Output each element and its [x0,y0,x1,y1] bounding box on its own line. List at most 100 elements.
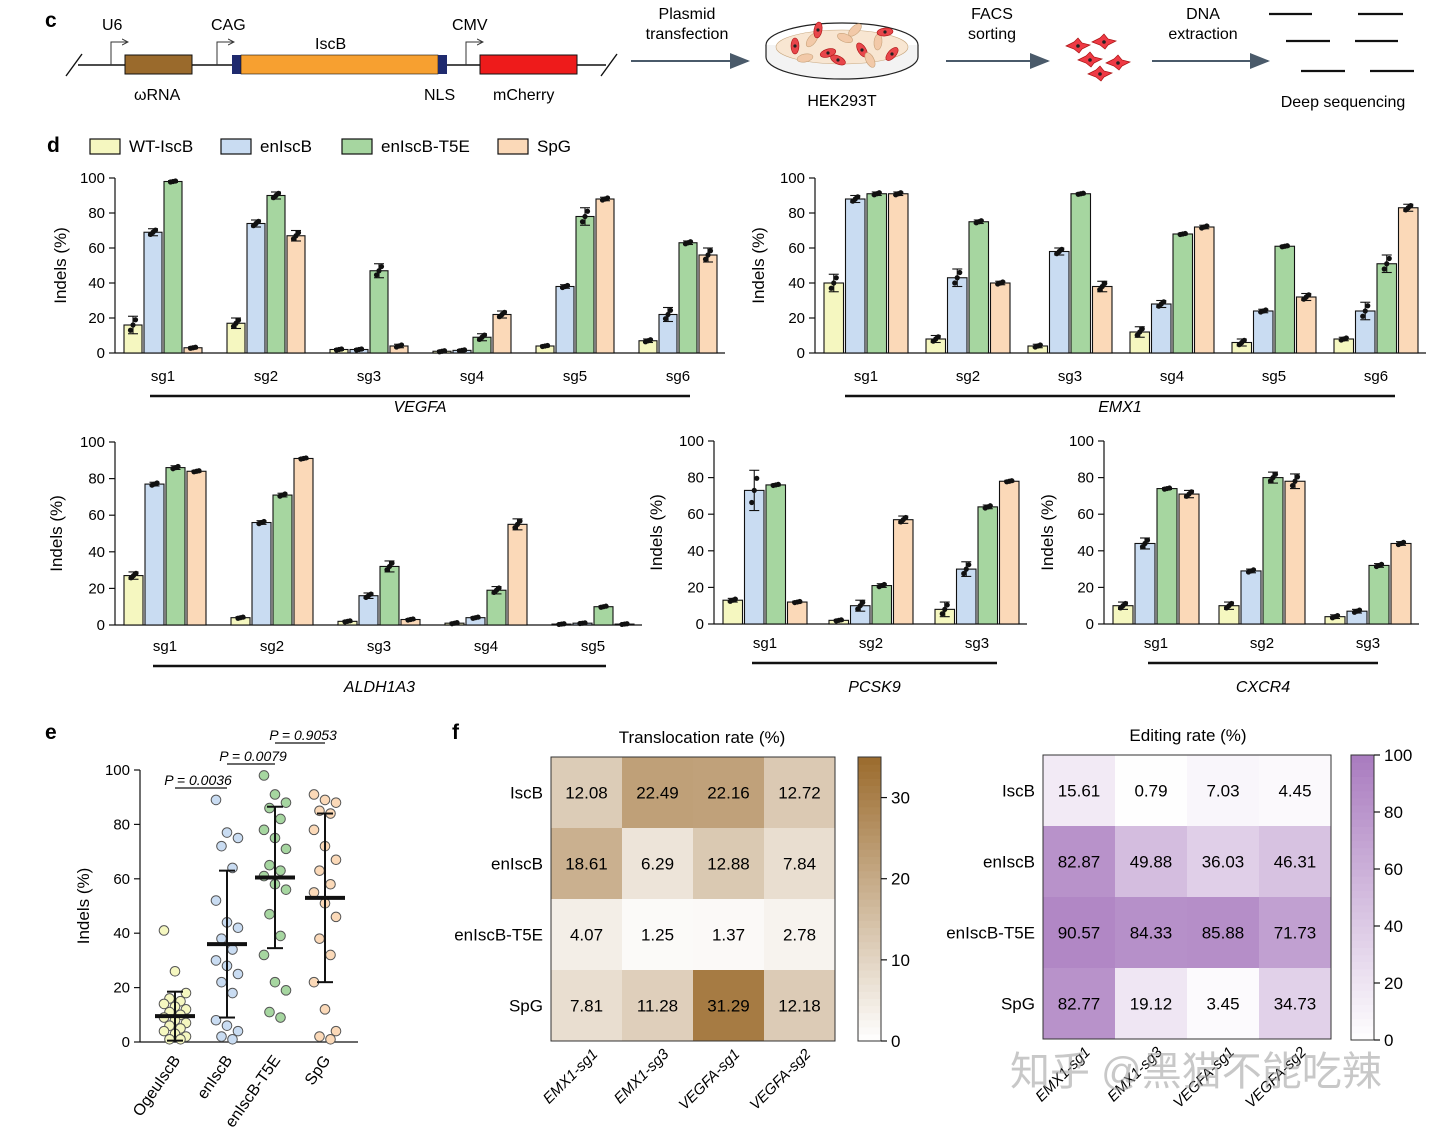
heatmap-row-label: enIscB-T5E [946,924,1035,943]
replicate-point [667,307,674,313]
nls-label: NLS [424,87,455,104]
colorbar-segment [858,799,881,808]
colorbar-tick-label: 0 [1384,1031,1393,1050]
colorbar-segment [858,863,881,872]
dish-cell-nucleus [890,52,894,56]
bar [823,282,845,354]
bar [1284,480,1306,625]
data-point [308,887,320,898]
x-tick-label: sg1 [151,368,175,385]
heatmap-title: Editing rate (%) [1129,726,1246,745]
replicate-point [1292,478,1298,484]
data-point [158,925,170,936]
heatmap-value: 19.12 [1130,995,1173,1014]
y-tick-label: 100 [1069,433,1094,450]
data-point [264,908,275,920]
replicate-point [132,317,139,323]
replicate-point [441,348,448,354]
colorbar-segment [1351,983,1374,991]
replicate-point [481,332,488,338]
bar [507,523,528,626]
replicate-point [1139,326,1145,332]
y-tick-label: 20 [1077,579,1094,596]
dish-cell-nucleus [860,48,864,52]
colorbar-segment [858,934,881,943]
data-point [210,1014,222,1026]
heatmap-cell [1187,755,1259,826]
replicate-point [966,562,972,568]
colorbar-segment [1351,911,1374,920]
replicate-point [154,480,160,486]
colorbar-segment [1351,797,1374,806]
replicate-point [192,344,199,350]
bar [1134,542,1156,625]
heatmap-cell [1187,826,1259,897]
promoter-u6: U6 [102,17,128,65]
colorbar-segment [1351,833,1374,842]
bar [722,599,744,625]
heatmap-border [550,756,836,1042]
promoter-cag-label: CAG [211,17,246,34]
replicate-point [707,248,714,254]
bar [246,222,266,354]
panel-letter-f: f [452,721,460,744]
x-tick-label: sg3 [357,368,381,385]
bar [379,565,400,626]
colorbar-segment [1351,783,1374,792]
heatmap-cell [551,757,622,828]
data-point [175,1033,186,1045]
step-dna-line1: DNA [1186,6,1220,23]
y-tick-label: 20 [687,579,704,596]
replicate-point [860,599,866,606]
colorbar-segment [858,913,881,921]
legend-swatch [220,138,252,155]
colorbar-segment [1351,954,1374,963]
data-point [227,944,238,955]
colorbar-segment [858,899,881,907]
iscb-label: IscB [315,36,346,53]
replicate-point [978,218,984,224]
dish-cell [864,52,876,68]
data-point [280,985,292,996]
y-tick-label: 20 [113,980,130,997]
replicate-point [1122,600,1129,607]
dish-cell [837,32,853,44]
y-axis-label: Indels (%) [47,495,66,572]
x-tick-label: sg5 [1262,368,1286,385]
heatmap-value: 12.72 [778,784,821,803]
heatmap-row-label: IscB [1002,782,1035,801]
replicate-point [1400,539,1407,545]
bar [593,606,614,626]
bar [266,194,286,354]
colorbar-tick-label: 40 [1384,917,1403,936]
colorbar-border [1350,754,1375,1041]
heatmap-cell [764,757,835,828]
bar [844,198,866,354]
gene-label: VEGFA [393,399,446,416]
deep-sequencing-label: Deep sequencing [1281,94,1406,111]
colorbar-segment [1351,769,1374,777]
heatmap-value: 18.61 [565,855,608,874]
replicate-point [1241,337,1247,343]
y-tick-label: 80 [1077,470,1094,487]
data-point [330,797,342,808]
bar [163,180,183,354]
data-point [264,859,275,871]
backbone-break-left [65,53,83,77]
step-facs-line1: FACS [971,6,1013,23]
heatmap-cell [1259,897,1331,968]
heatmap-col-label: EMX1-sg1 [540,1046,602,1108]
x-tick-label: OgeuIscB [130,1053,184,1120]
y-axis-label: Indels (%) [647,494,666,571]
colorbar-segment [858,757,881,765]
bar [358,595,379,626]
colorbar-segment [858,842,881,850]
replicate-point [389,560,395,566]
panel-letter-e: e [45,721,57,744]
replicate-point [127,327,134,333]
workflow-step-facs: FACS sorting [946,6,1050,69]
x-tick-label: sg1 [153,638,177,655]
data-point [232,832,244,844]
legend-swatch [341,138,373,155]
